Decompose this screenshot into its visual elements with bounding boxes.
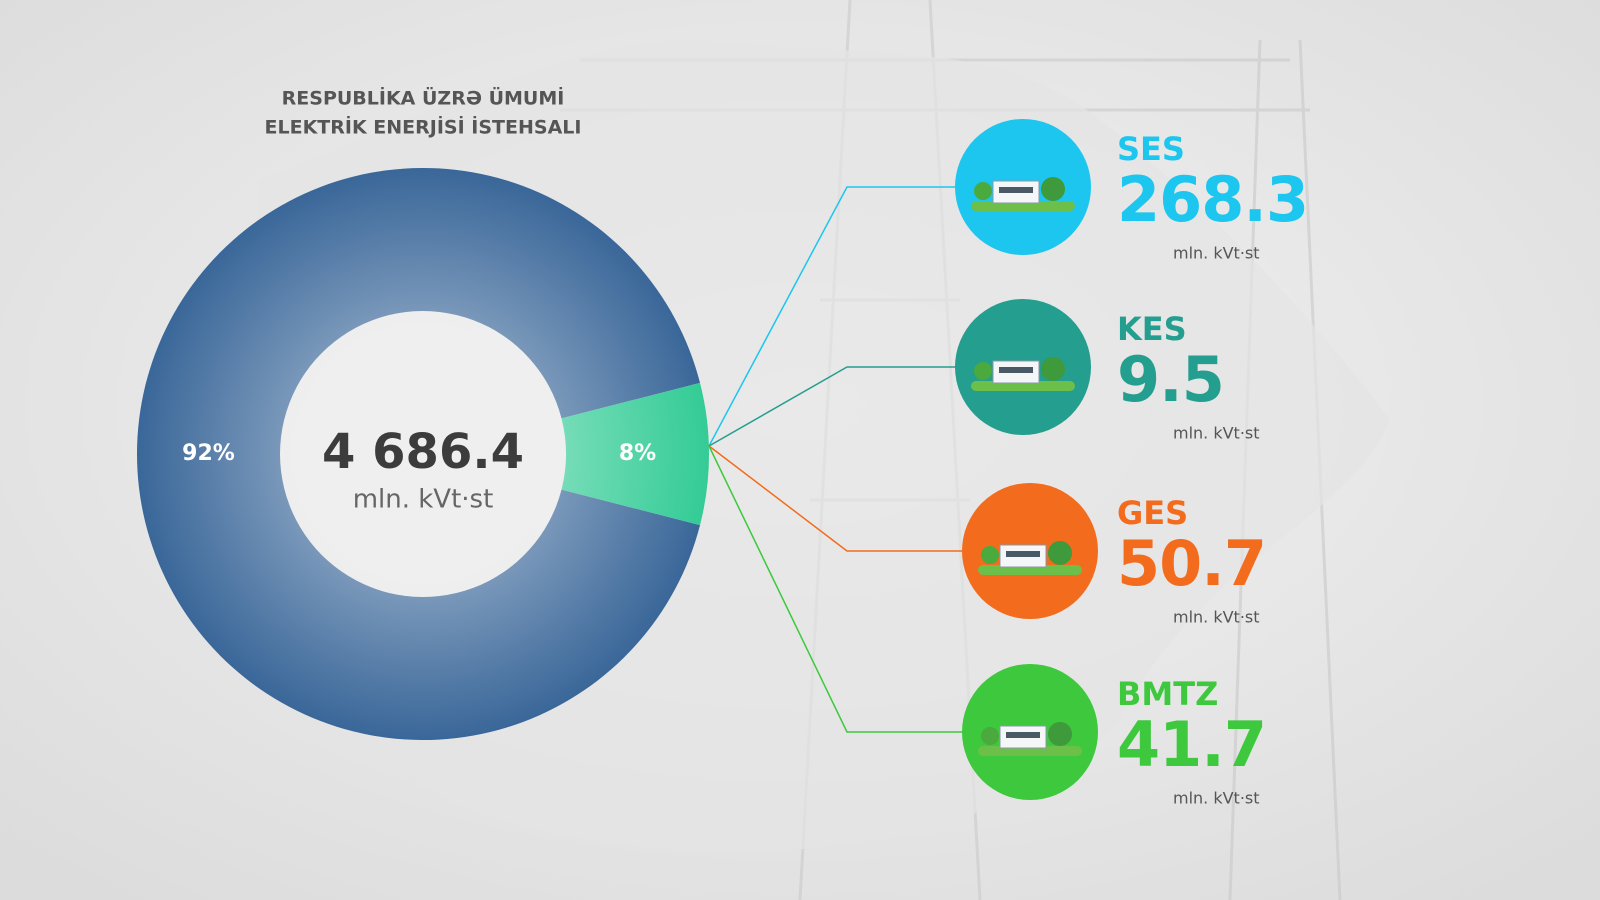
icon-window [1006, 551, 1040, 557]
icon-window [999, 367, 1033, 373]
icon-tree [981, 727, 999, 745]
item-value: 41.7 [1117, 708, 1266, 781]
connector-line [708, 366, 955, 447]
icon-tree [1041, 177, 1065, 201]
icon-window [999, 187, 1033, 193]
icon-tree [1048, 541, 1072, 565]
icon-tree [974, 362, 992, 380]
item-unit: mln. kVt·st [1173, 608, 1260, 627]
item-unit: mln. kVt·st [1173, 244, 1260, 263]
icon-tree [1048, 722, 1072, 746]
icon-tree [974, 182, 992, 200]
item-unit: mln. kVt·st [1173, 424, 1260, 443]
item-name: BMTZ [1117, 675, 1218, 713]
item-value: 9.5 [1117, 343, 1224, 416]
icon-tree [981, 546, 999, 564]
icon-tree [1041, 357, 1065, 381]
title-line: RESPUBLİKA ÜZRƏ ÜMUMİ [282, 86, 565, 110]
item-name: KES [1117, 310, 1187, 348]
connector-line [708, 445, 962, 552]
connector-line [708, 445, 962, 733]
slice-label: 92% [182, 441, 235, 466]
item-name: GES [1117, 494, 1188, 532]
center-unit: mln. kVt·st [353, 485, 494, 515]
item-value: 50.7 [1117, 527, 1266, 600]
item-name: SES [1117, 130, 1185, 168]
center-value: 4 686.4 [322, 424, 524, 480]
connector-line [708, 186, 955, 447]
item-value: 268.3 [1117, 163, 1308, 236]
slice-label: 8% [619, 441, 656, 466]
icon-window [1006, 732, 1040, 738]
title-line: ELEKTRİK ENERJİSİ İSTEHSALI [265, 115, 582, 139]
item-unit: mln. kVt·st [1173, 789, 1260, 808]
